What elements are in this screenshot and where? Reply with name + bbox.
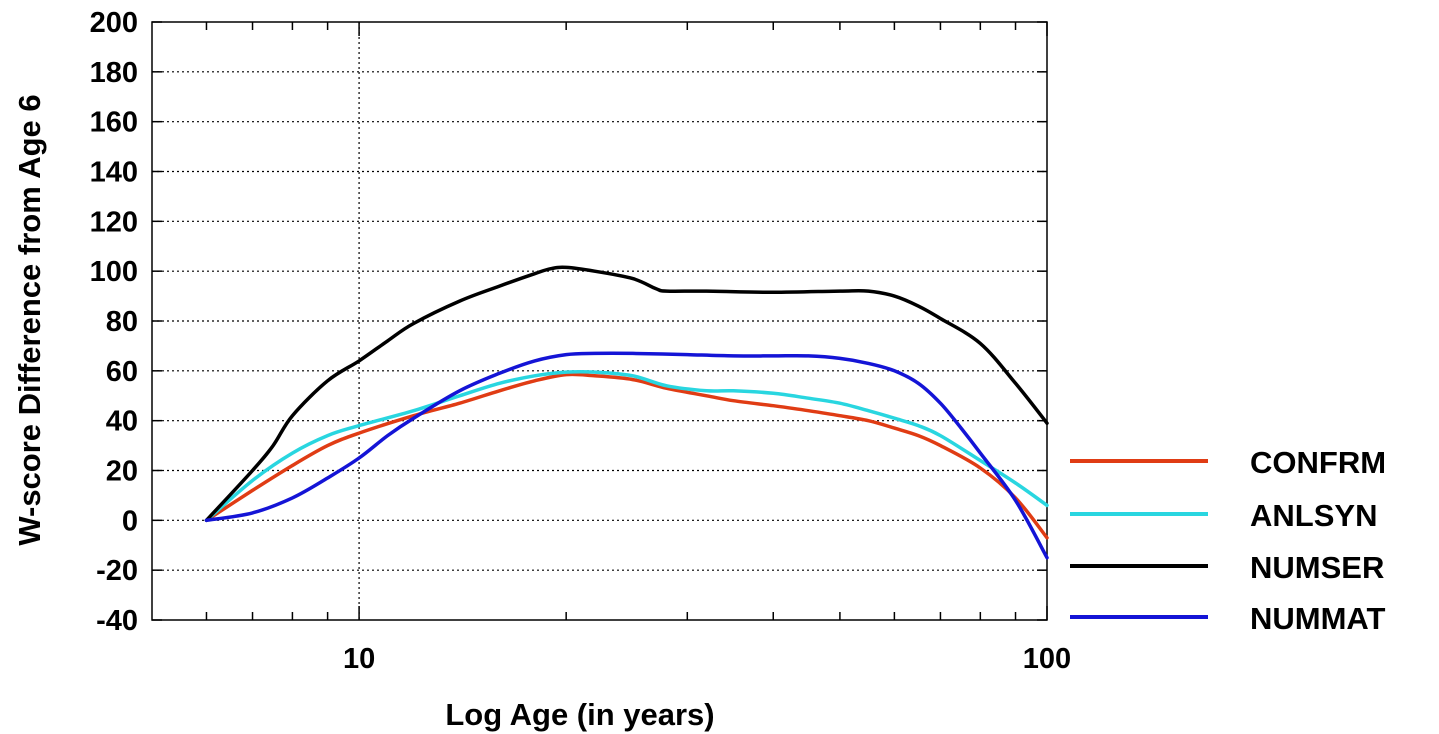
y-tick-label: 160 xyxy=(90,107,138,139)
y-tick-label: 140 xyxy=(90,157,138,189)
x-axis-title: Log Age (in years) xyxy=(445,697,714,732)
y-tick-label: 100 xyxy=(90,256,138,288)
y-tick-label: 180 xyxy=(90,57,138,89)
y-tick-label: 80 xyxy=(106,306,138,338)
series-line-confrm xyxy=(204,372,1049,540)
axis-ticks xyxy=(152,21,1048,621)
legend-label-numser: NUMSER xyxy=(1250,550,1384,585)
x-tick-label: 10 xyxy=(343,643,375,675)
y-tick-label: 0 xyxy=(122,505,138,537)
y-tick-label: -40 xyxy=(96,605,138,637)
y-tick-label: 200 xyxy=(90,7,138,39)
series-line-anlsyn xyxy=(204,369,1049,523)
grid-lines xyxy=(152,22,1047,620)
legend-label-anlsyn: ANLSYN xyxy=(1250,498,1377,533)
y-tick-label: -20 xyxy=(96,555,138,587)
series-line-nummat xyxy=(204,351,1049,560)
legend-label-confrm: CONFRM xyxy=(1250,445,1386,480)
y-tick-label: 40 xyxy=(106,406,138,438)
y-tick-label: 20 xyxy=(106,456,138,488)
y-tick-label: 60 xyxy=(106,356,138,388)
legend-label-nummat: NUMMAT xyxy=(1250,601,1386,636)
y-axis-title: W-score Difference from Age 6 xyxy=(12,94,47,545)
y-tick-label: 120 xyxy=(90,206,138,238)
x-tick-labels: 10 100 xyxy=(343,643,1071,675)
x-tick-label: 100 xyxy=(1023,643,1071,675)
legend: CONFRM ANLSYN NUMSER NUMMAT xyxy=(1070,445,1386,636)
y-tick-labels: -40 -20 0 20 40 60 80 100 120 140 160 180 200 xyxy=(90,7,138,637)
series-line-numser xyxy=(204,265,1049,523)
series-lines xyxy=(204,265,1049,560)
